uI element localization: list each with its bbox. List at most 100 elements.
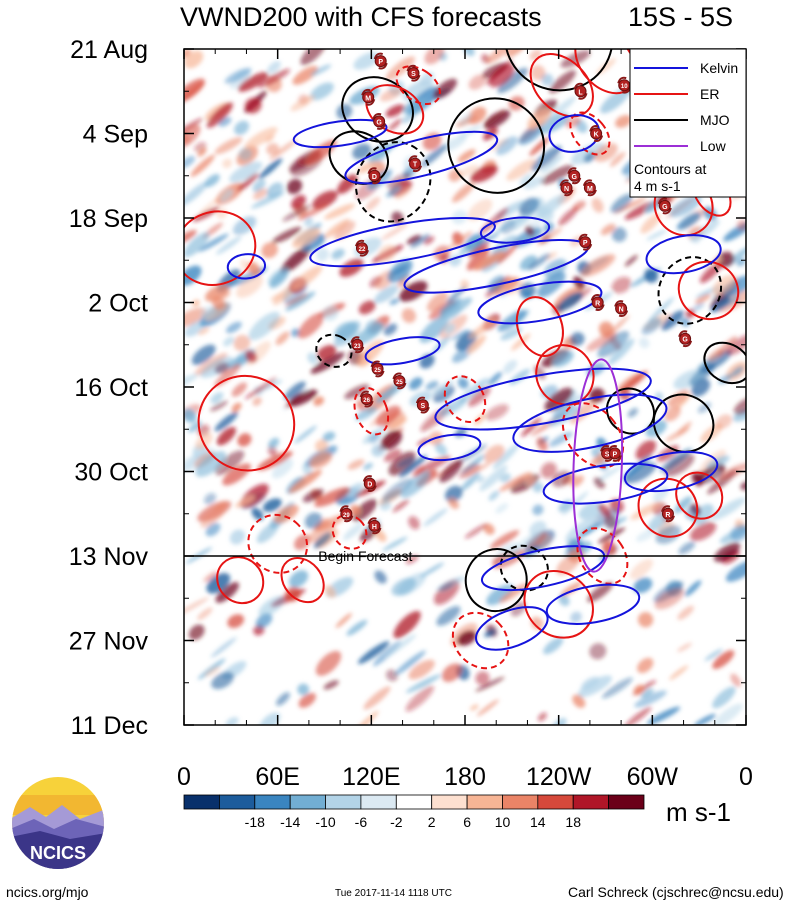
contour-kelvin bbox=[512, 393, 668, 453]
colorbar-swatch bbox=[183, 794, 220, 810]
storm-marker-label: M bbox=[365, 95, 371, 102]
contour-mjo bbox=[464, 548, 528, 613]
x-tick-label: 60E bbox=[255, 763, 299, 791]
legend-label: Low bbox=[700, 138, 727, 154]
colorbar-swatch bbox=[360, 794, 397, 810]
storm-marker: M bbox=[361, 88, 376, 106]
storm-marker-label: N bbox=[564, 186, 569, 193]
contour-mjo bbox=[657, 256, 723, 325]
y-tick-label: 4 Sep bbox=[83, 121, 148, 149]
contour-kelvin bbox=[434, 367, 652, 431]
storm-marker: P bbox=[607, 444, 622, 462]
contour-er bbox=[576, 527, 629, 585]
contour-er bbox=[280, 557, 325, 604]
x-tick-label: 0 bbox=[177, 763, 191, 791]
contour-kelvin bbox=[417, 433, 482, 462]
storm-marker-label: G bbox=[572, 174, 578, 181]
storm-marker: G bbox=[372, 112, 387, 130]
contour-mjo bbox=[354, 141, 432, 223]
storm-marker-label: D bbox=[372, 174, 377, 181]
colorbar-tick-label: 14 bbox=[530, 814, 546, 830]
legend-note: Contours at bbox=[634, 161, 706, 177]
contour-mjo bbox=[703, 341, 746, 385]
contour-er bbox=[197, 374, 296, 472]
storm-marker-label: P bbox=[378, 59, 383, 66]
colorbar-tick-label: -18 bbox=[245, 814, 265, 830]
storm-marker-label: 26 bbox=[363, 398, 370, 404]
colorbar-tick-label: -14 bbox=[280, 814, 300, 830]
storm-marker-label: T bbox=[413, 162, 418, 169]
storm-marker: G bbox=[678, 330, 693, 348]
contour-low bbox=[572, 358, 624, 573]
contour-mjo bbox=[315, 333, 353, 368]
storm-marker-label: D bbox=[367, 482, 372, 489]
contour-kelvin bbox=[477, 280, 603, 325]
storm-marker: N bbox=[559, 179, 574, 197]
colorbar-tick-label: -6 bbox=[355, 814, 368, 830]
storm-marker: G bbox=[657, 197, 672, 215]
contour-er bbox=[451, 611, 510, 670]
contour-er bbox=[515, 296, 564, 357]
storm-marker-label: H bbox=[372, 524, 377, 531]
colorbar-units: m s-1 bbox=[666, 797, 731, 827]
contour-er bbox=[523, 569, 594, 639]
colorbar-tick-label: 6 bbox=[463, 814, 471, 830]
legend-label: MJO bbox=[700, 112, 730, 128]
storm-marker: N bbox=[614, 300, 629, 317]
contour-kelvin bbox=[479, 216, 551, 244]
contour-kelvin bbox=[344, 130, 499, 185]
contour-kelvin bbox=[226, 253, 267, 280]
contour-er bbox=[184, 210, 257, 286]
colorbar-swatch bbox=[395, 794, 433, 810]
colorbar-swatch bbox=[289, 794, 327, 810]
chart-title: VWND200 with CFS forecasts bbox=[180, 2, 542, 32]
storm-marker-label: 23 bbox=[354, 344, 361, 350]
y-tick-label: 18 Sep bbox=[69, 205, 148, 233]
contour-er bbox=[675, 471, 724, 520]
storm-marker-label: G bbox=[682, 337, 688, 344]
storm-marker-label: 29 bbox=[343, 513, 350, 519]
contour-er bbox=[395, 65, 441, 106]
storm-marker-label: S bbox=[421, 403, 426, 410]
colorbar-swatch bbox=[254, 794, 291, 810]
storm-marker: S bbox=[406, 64, 421, 82]
site-url[interactable]: ncics.org/mjo bbox=[6, 884, 89, 900]
contour-er bbox=[247, 513, 309, 574]
storm-marker: K bbox=[589, 125, 604, 142]
x-tick-label: 120E bbox=[342, 763, 400, 791]
contour-kelvin bbox=[542, 462, 669, 505]
storm-marker: P bbox=[373, 52, 388, 70]
storm-marker: R bbox=[660, 505, 675, 523]
contour-er bbox=[561, 402, 625, 469]
colorbar-tick-label: 2 bbox=[428, 814, 436, 830]
colorbar-swatch bbox=[502, 794, 539, 810]
y-tick-label: 2 Oct bbox=[88, 290, 148, 318]
storm-marker: G bbox=[567, 167, 582, 185]
contour-kelvin bbox=[364, 336, 441, 366]
colorbar-swatch bbox=[537, 794, 574, 810]
storm-marker-label: S bbox=[411, 71, 416, 78]
storm-marker-label: M bbox=[587, 186, 593, 193]
storm-marker: 25 bbox=[370, 360, 385, 378]
storm-marker-label: L bbox=[578, 89, 583, 96]
colorbar-swatch bbox=[608, 794, 645, 810]
author-credit: Carl Schreck (cjschrec@ncsu.edu) bbox=[568, 884, 784, 900]
storm-marker-label: S bbox=[605, 451, 610, 458]
contour-er bbox=[677, 260, 740, 321]
storm-marker: 29 bbox=[339, 505, 354, 523]
contour-kelvin bbox=[645, 234, 722, 275]
x-tick-label: 120W bbox=[526, 763, 592, 791]
y-tick-label: 11 Dec bbox=[71, 712, 148, 740]
contour-er bbox=[331, 514, 368, 550]
storm-marker-label: 25 bbox=[396, 380, 403, 386]
storm-marker-label: P bbox=[613, 451, 618, 458]
colorbar-tick-label: 18 bbox=[565, 814, 581, 830]
x-tick-label: 180 bbox=[444, 763, 486, 791]
legend-note: 4 m s-1 bbox=[634, 178, 681, 194]
storm-marker: M bbox=[582, 179, 597, 197]
legend-label: ER bbox=[700, 86, 719, 102]
contour-kelvin bbox=[292, 118, 388, 149]
colorbar-swatch bbox=[325, 794, 362, 810]
storm-marker-label: G bbox=[376, 119, 382, 126]
contour-er bbox=[353, 386, 390, 436]
